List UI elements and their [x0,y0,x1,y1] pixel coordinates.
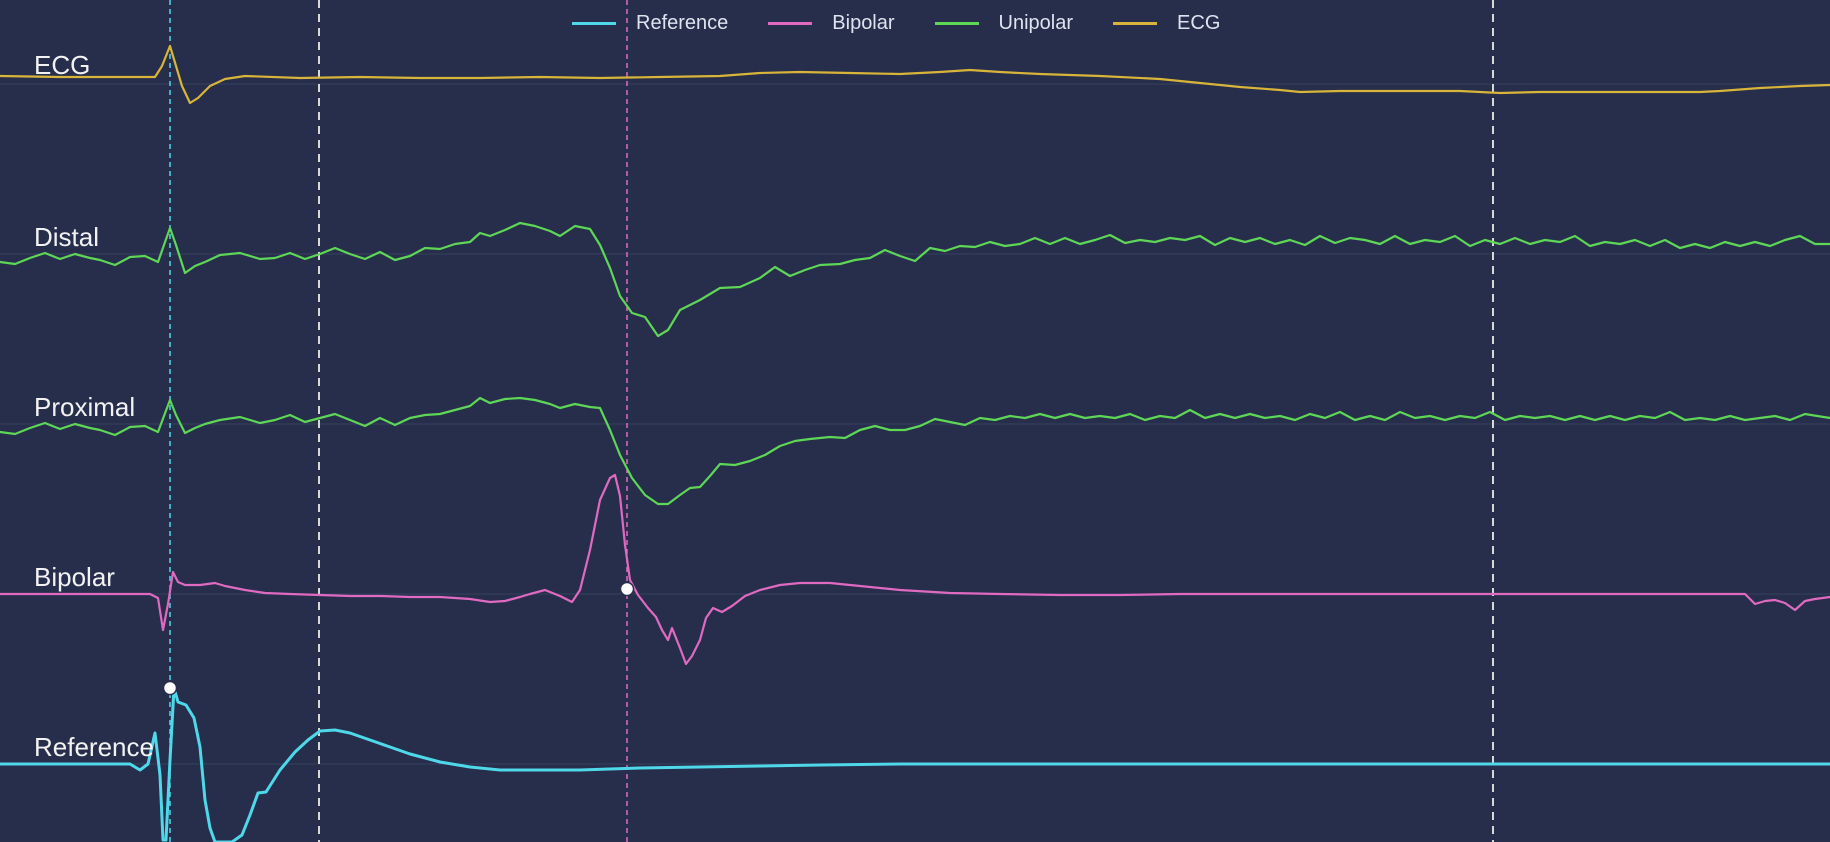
legend-swatch-ecg [1113,22,1158,25]
bipolar-annotation-handle[interactable] [619,581,635,597]
channel-label-bipolar: Bipolar [34,562,115,592]
legend-label-bipolar: Bipolar [832,12,895,34]
legend-label-ecg: ECG [1177,12,1221,34]
legend-item-unipolar[interactable]: Unipolar [934,12,1074,35]
trace-reference [0,686,1830,842]
trace-bipolar [0,473,1830,666]
legend-item-bipolar[interactable]: Bipolar [768,12,895,35]
reference-annotation-handle[interactable] [162,680,178,696]
legend-swatch-reference [572,22,616,25]
trace-ecg [0,44,1830,105]
legend-label-unipolar: Unipolar [998,12,1074,34]
trace-proximal [0,396,1830,506]
legend: Reference Bipolar Unipolar ECG [572,12,1260,35]
channel-label-distal: Distal [34,222,100,252]
legend-swatch-bipolar [768,22,813,25]
legend-label-reference: Reference [636,12,729,34]
channel-label-proximal: Proximal [34,392,136,422]
channel-label-ecg: ECG [34,50,91,80]
channel-label-reference: Reference [34,732,154,762]
legend-item-ecg[interactable]: ECG [1113,12,1220,35]
legend-item-reference[interactable]: Reference [572,12,728,35]
trace-distal [0,221,1830,338]
legend-swatch-unipolar [934,22,979,25]
